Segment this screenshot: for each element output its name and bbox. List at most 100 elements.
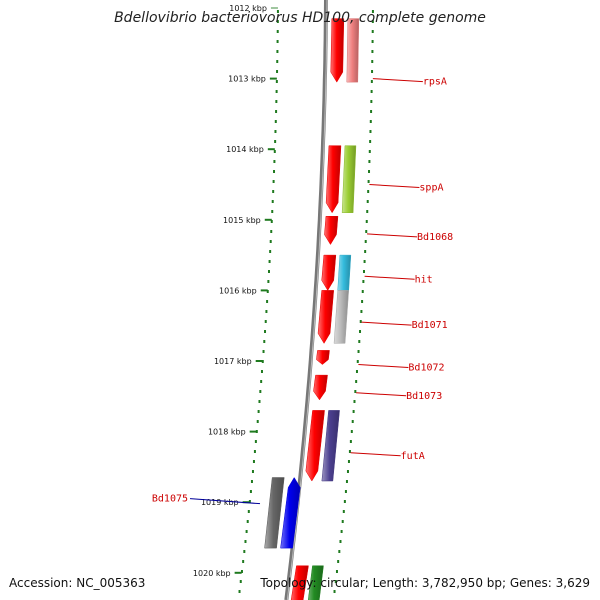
right-dotted-rail xyxy=(368,150,371,153)
left-dotted-rail xyxy=(273,170,276,173)
right-dotted-rail xyxy=(368,170,371,173)
left-dotted-rail xyxy=(242,560,245,563)
tick-label: 1020 kbp xyxy=(193,569,231,578)
left-dotted-rail xyxy=(258,400,261,403)
gene-label: Bd1068 xyxy=(417,232,453,243)
gene-leader-line xyxy=(361,321,412,326)
gene-glyph xyxy=(341,145,357,213)
right-dotted-rail xyxy=(369,140,372,143)
left-dotted-rail xyxy=(257,410,260,413)
right-dotted-rail xyxy=(341,520,344,523)
left-dotted-rail xyxy=(276,40,279,43)
left-dotted-rail xyxy=(247,510,250,513)
left-dotted-rail xyxy=(276,10,279,13)
left-dotted-rail xyxy=(255,430,258,433)
gene-leader-line xyxy=(356,392,407,397)
left-dotted-rail xyxy=(260,370,263,373)
right-dotted-rail xyxy=(351,420,354,423)
left-dotted-rail xyxy=(240,570,243,573)
right-dotted-rail xyxy=(367,180,370,183)
right-dotted-rail xyxy=(355,370,358,373)
tick-label: 1013 kbp xyxy=(228,75,266,84)
gene-glyph xyxy=(280,477,301,549)
right-dotted-rail xyxy=(344,490,347,493)
left-dotted-rail xyxy=(269,250,272,253)
left-dotted-rail xyxy=(275,80,278,83)
left-dotted-rail xyxy=(252,460,255,463)
gene-label: hit xyxy=(415,274,433,285)
right-dotted-rail xyxy=(343,500,346,503)
gene-glyph xyxy=(325,145,342,214)
left-dotted-rail xyxy=(274,140,277,143)
left-dotted-rail xyxy=(269,240,272,243)
right-dotted-rail xyxy=(345,480,348,483)
left-dotted-rail xyxy=(249,490,252,493)
gene-label: Bd1072 xyxy=(408,363,444,374)
gene-glyph xyxy=(307,565,324,600)
right-dotted-rail xyxy=(371,60,374,63)
gene-label: futA xyxy=(401,451,425,462)
left-dotted-rail xyxy=(267,270,270,273)
left-dotted-rail xyxy=(276,50,279,53)
right-dotted-rail xyxy=(348,450,351,453)
tick-label: 1016 kbp xyxy=(219,286,257,295)
left-dotted-rail xyxy=(256,420,259,423)
left-dotted-rail xyxy=(274,130,277,133)
left-dotted-rail xyxy=(239,580,242,583)
left-dotted-rail xyxy=(244,540,247,543)
left-dotted-rail xyxy=(243,550,246,553)
left-dotted-rail xyxy=(270,220,273,223)
left-dotted-rail xyxy=(272,180,275,183)
left-dotted-rail xyxy=(273,150,276,153)
gene-label: Bd1073 xyxy=(406,391,442,402)
gene-label: sppA xyxy=(419,183,443,194)
right-dotted-rail xyxy=(354,390,357,393)
right-dotted-rail xyxy=(350,430,353,433)
left-dotted-rail xyxy=(271,200,274,203)
right-dotted-rail xyxy=(371,20,374,23)
gene-leader-line xyxy=(189,498,261,505)
right-dotted-rail xyxy=(362,280,365,283)
tick-label: 1015 kbp xyxy=(223,216,261,225)
right-dotted-rail xyxy=(359,330,362,333)
right-dotted-rail xyxy=(371,70,374,73)
right-dotted-rail xyxy=(347,460,350,463)
right-dotted-rail xyxy=(333,590,336,593)
right-dotted-rail xyxy=(371,10,374,13)
left-dotted-rail xyxy=(245,530,248,533)
right-dotted-rail xyxy=(370,90,373,93)
left-dotted-rail xyxy=(260,380,263,383)
right-dotted-rail xyxy=(364,250,367,253)
gene-leader-line xyxy=(367,233,418,238)
left-dotted-rail xyxy=(270,230,273,233)
right-dotted-rail xyxy=(358,340,361,343)
right-dotted-rail xyxy=(361,290,364,293)
right-dotted-rail xyxy=(371,50,374,53)
left-dotted-rail xyxy=(275,110,278,113)
left-dotted-rail xyxy=(266,290,269,293)
left-dotted-rail xyxy=(273,160,276,163)
right-dotted-rail xyxy=(371,30,374,33)
gene-glyph xyxy=(346,18,360,83)
right-dotted-rail xyxy=(370,100,373,103)
left-dotted-rail xyxy=(276,20,279,23)
gene-glyph xyxy=(321,410,340,482)
gene-glyph xyxy=(290,565,309,600)
right-dotted-rail xyxy=(364,240,367,243)
tick-label: 1018 kbp xyxy=(208,428,246,437)
right-dotted-rail xyxy=(339,540,342,543)
gene-glyph xyxy=(316,350,330,365)
right-dotted-rail xyxy=(338,550,341,553)
left-dotted-rail xyxy=(248,500,251,503)
gene-label: Bd1071 xyxy=(412,320,448,331)
right-dotted-rail xyxy=(335,570,338,573)
gene-glyph xyxy=(305,410,325,482)
left-dotted-rail xyxy=(268,260,271,263)
gene-leader-line xyxy=(358,364,409,369)
left-dotted-rail xyxy=(264,330,267,333)
left-dotted-rail xyxy=(259,390,262,393)
right-dotted-rail xyxy=(340,530,343,533)
right-dotted-rail xyxy=(366,210,369,213)
topology-text: Topology: circular; Length: 3,782,950 bp… xyxy=(260,576,590,590)
